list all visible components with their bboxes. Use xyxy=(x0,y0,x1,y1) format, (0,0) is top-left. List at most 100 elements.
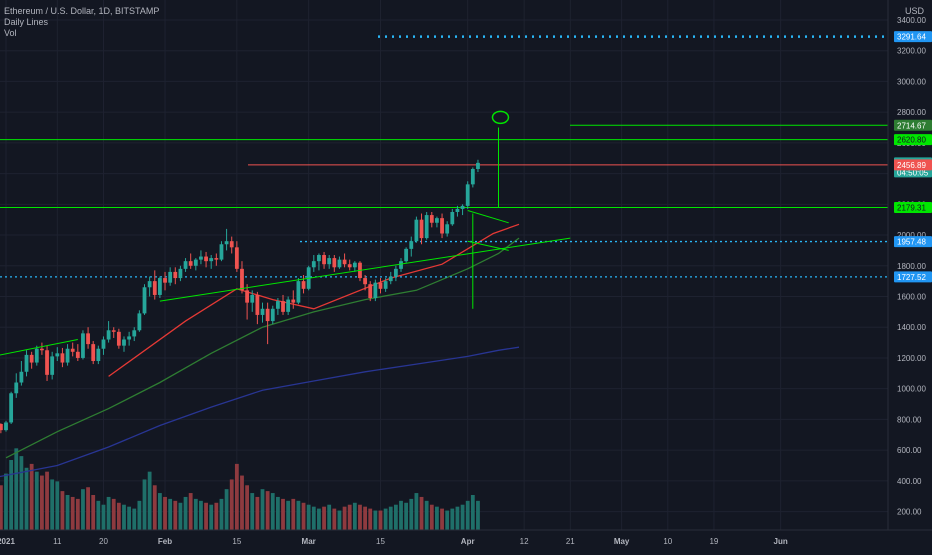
candle-body xyxy=(168,271,173,283)
volume-bar xyxy=(296,500,301,530)
candle-body xyxy=(96,348,101,362)
trendline[interactable] xyxy=(467,240,509,251)
price-level-badge xyxy=(894,271,932,283)
x-tick-label: 11 xyxy=(53,537,62,546)
volume-bar xyxy=(127,506,132,530)
indicator-daily-lines[interactable]: Daily Lines xyxy=(4,17,49,27)
candle-body xyxy=(204,256,208,262)
x-tick-label: 15 xyxy=(232,537,241,546)
volume-bar xyxy=(363,506,367,530)
volume-bar xyxy=(470,495,475,530)
target-ellipse[interactable] xyxy=(491,110,510,125)
volume-bar xyxy=(240,475,244,530)
volume-bar xyxy=(193,498,198,530)
volume-bar xyxy=(476,500,480,530)
volume-bar xyxy=(55,481,60,530)
candle-body xyxy=(209,258,214,262)
candle-body xyxy=(29,354,34,363)
volume-bar xyxy=(460,504,465,530)
price-level-label: 3291.64 xyxy=(897,33,926,42)
volume-bar xyxy=(101,504,106,530)
y-tick-label: 2000.00 xyxy=(897,231,926,240)
volume-bar xyxy=(116,502,121,530)
x-tick-label: Jun xyxy=(774,537,788,546)
volume-bar xyxy=(81,489,85,530)
volume-bar xyxy=(91,495,96,530)
candle-body xyxy=(75,351,80,358)
y-tick-label: 1400.00 xyxy=(897,323,926,332)
candle-body xyxy=(19,371,24,383)
volume-bar xyxy=(234,463,239,530)
volume-bar xyxy=(75,498,80,530)
candle-body xyxy=(106,330,111,340)
volume-bar xyxy=(60,491,65,530)
candle-body xyxy=(275,301,280,309)
candle-body xyxy=(147,281,152,288)
candle-body xyxy=(286,299,291,312)
candle-body xyxy=(337,259,342,268)
candle-body xyxy=(265,308,270,322)
volume-bar xyxy=(86,487,90,530)
volume-bar xyxy=(424,500,429,530)
indicator-volume[interactable]: Vol xyxy=(4,28,17,38)
price-level-label: 2620.80 xyxy=(897,136,926,145)
volume-bar xyxy=(50,479,55,530)
volume-bar xyxy=(111,498,116,530)
candle-body xyxy=(101,339,106,349)
trendline[interactable] xyxy=(0,339,78,358)
time-scale[interactable] xyxy=(0,530,932,550)
volume-bar xyxy=(322,506,326,530)
candle-body xyxy=(214,258,219,260)
candle-body xyxy=(219,244,224,260)
candle-body xyxy=(9,393,14,423)
volume-bar xyxy=(245,485,250,530)
candle-body xyxy=(450,212,455,225)
volume-bar xyxy=(158,493,162,530)
volume-bar xyxy=(281,498,285,530)
volume-bar xyxy=(168,498,173,530)
x-tick-label: 10 xyxy=(663,537,672,546)
candle-body xyxy=(291,299,296,303)
y-tick-label: 200.00 xyxy=(897,508,922,517)
volume-bar xyxy=(311,506,316,530)
candle-body xyxy=(317,255,321,262)
price-level-label: 2179.31 xyxy=(897,203,926,212)
candle-body xyxy=(435,218,439,223)
candle-body xyxy=(352,262,357,268)
volume-bar xyxy=(347,504,352,530)
volume-bar xyxy=(34,471,39,530)
candle-body xyxy=(342,259,347,265)
candle-body xyxy=(327,258,332,265)
candle-body xyxy=(193,259,198,266)
volume-bar xyxy=(399,500,403,530)
x-tick-label: Feb xyxy=(158,537,172,546)
candle-body xyxy=(137,313,142,331)
volume-bar xyxy=(275,496,280,530)
y-tick-label: 1600.00 xyxy=(897,292,926,301)
trendline[interactable] xyxy=(467,210,509,224)
currency-label: USD xyxy=(905,6,925,16)
volume-bar xyxy=(332,508,337,530)
volume-bar xyxy=(450,508,455,530)
volume-bar xyxy=(270,493,275,530)
candle-body xyxy=(234,247,239,269)
volume-bar xyxy=(435,506,439,530)
volume-bar xyxy=(142,479,147,530)
x-tick-label: Mar xyxy=(302,537,316,546)
candle-body xyxy=(404,248,409,262)
candle-body xyxy=(301,281,306,289)
volume-bar xyxy=(393,504,398,530)
candle-body xyxy=(429,215,434,223)
candle-body xyxy=(383,281,388,289)
y-tick-label: 1000.00 xyxy=(897,385,926,394)
candle-body xyxy=(419,219,424,239)
candle-body xyxy=(45,350,49,375)
candle-body xyxy=(281,301,285,312)
candle-body xyxy=(260,308,265,315)
x-tick-label: 20 xyxy=(99,537,108,546)
candle-body xyxy=(409,241,414,249)
volume-bar xyxy=(419,496,424,530)
